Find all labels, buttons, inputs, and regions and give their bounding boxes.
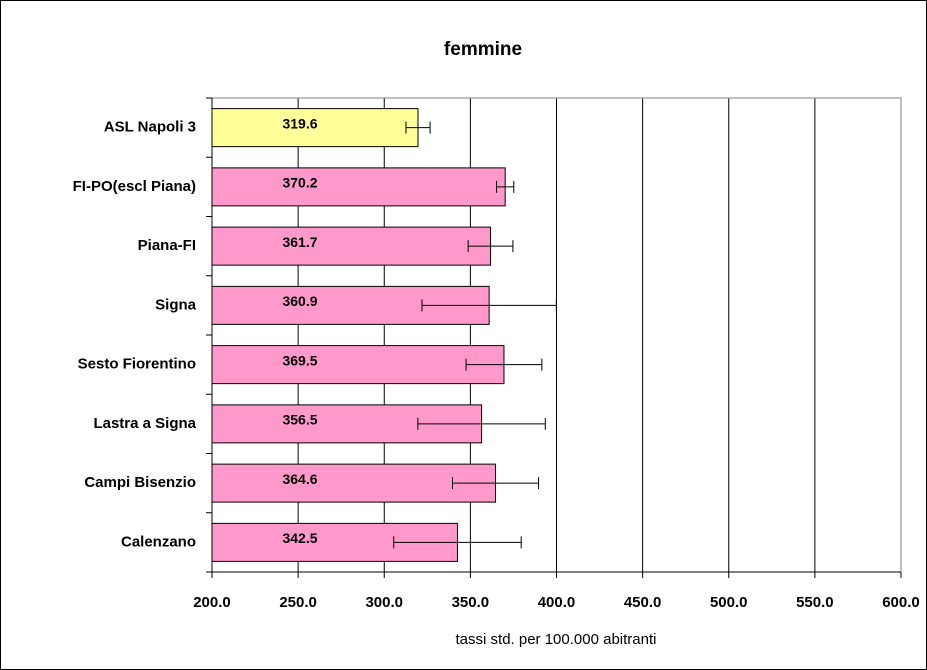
x-axis-label: tassi std. per 100.000 abitranti [456, 631, 657, 648]
data-label: 369.5 [282, 352, 317, 368]
data-label: 360.9 [282, 293, 317, 309]
x-tick-label: 350.0 [452, 594, 490, 611]
x-tick-label: 200.0 [193, 594, 231, 611]
y-tick-label: ASL Napoli 3 [104, 119, 196, 136]
x-tick-label: 400.0 [538, 594, 576, 611]
y-tick-label: Signa [155, 296, 196, 313]
y-tick-label: Sesto Fiorentino [78, 356, 196, 373]
y-tick-label: Calenzano [121, 533, 196, 550]
data-label: 364.6 [282, 471, 317, 487]
x-tick-label: 300.0 [365, 594, 403, 611]
data-label: 356.5 [282, 412, 317, 428]
x-tick-label: 250.0 [279, 594, 317, 611]
y-tick-label: Lastra a Signa [93, 415, 196, 432]
data-label: 342.5 [282, 530, 317, 546]
y-tick-label: Campi Bisenzio [84, 474, 196, 491]
bar [211, 345, 505, 385]
data-label: 370.2 [282, 175, 317, 191]
x-tick-label: 600.0 [882, 594, 920, 611]
x-tick-label: 450.0 [624, 594, 662, 611]
x-tick-label: 550.0 [796, 594, 834, 611]
bar [211, 167, 506, 207]
data-label: 361.7 [282, 234, 317, 250]
bar [211, 226, 492, 266]
y-tick-label: FI-PO(escl Piana) [73, 178, 196, 195]
y-tick-label: Piana-FI [138, 237, 196, 254]
x-tick-label: 500.0 [710, 594, 748, 611]
bar [211, 108, 419, 148]
data-label: 319.6 [282, 115, 317, 131]
chart-title: femmine [444, 39, 522, 60]
